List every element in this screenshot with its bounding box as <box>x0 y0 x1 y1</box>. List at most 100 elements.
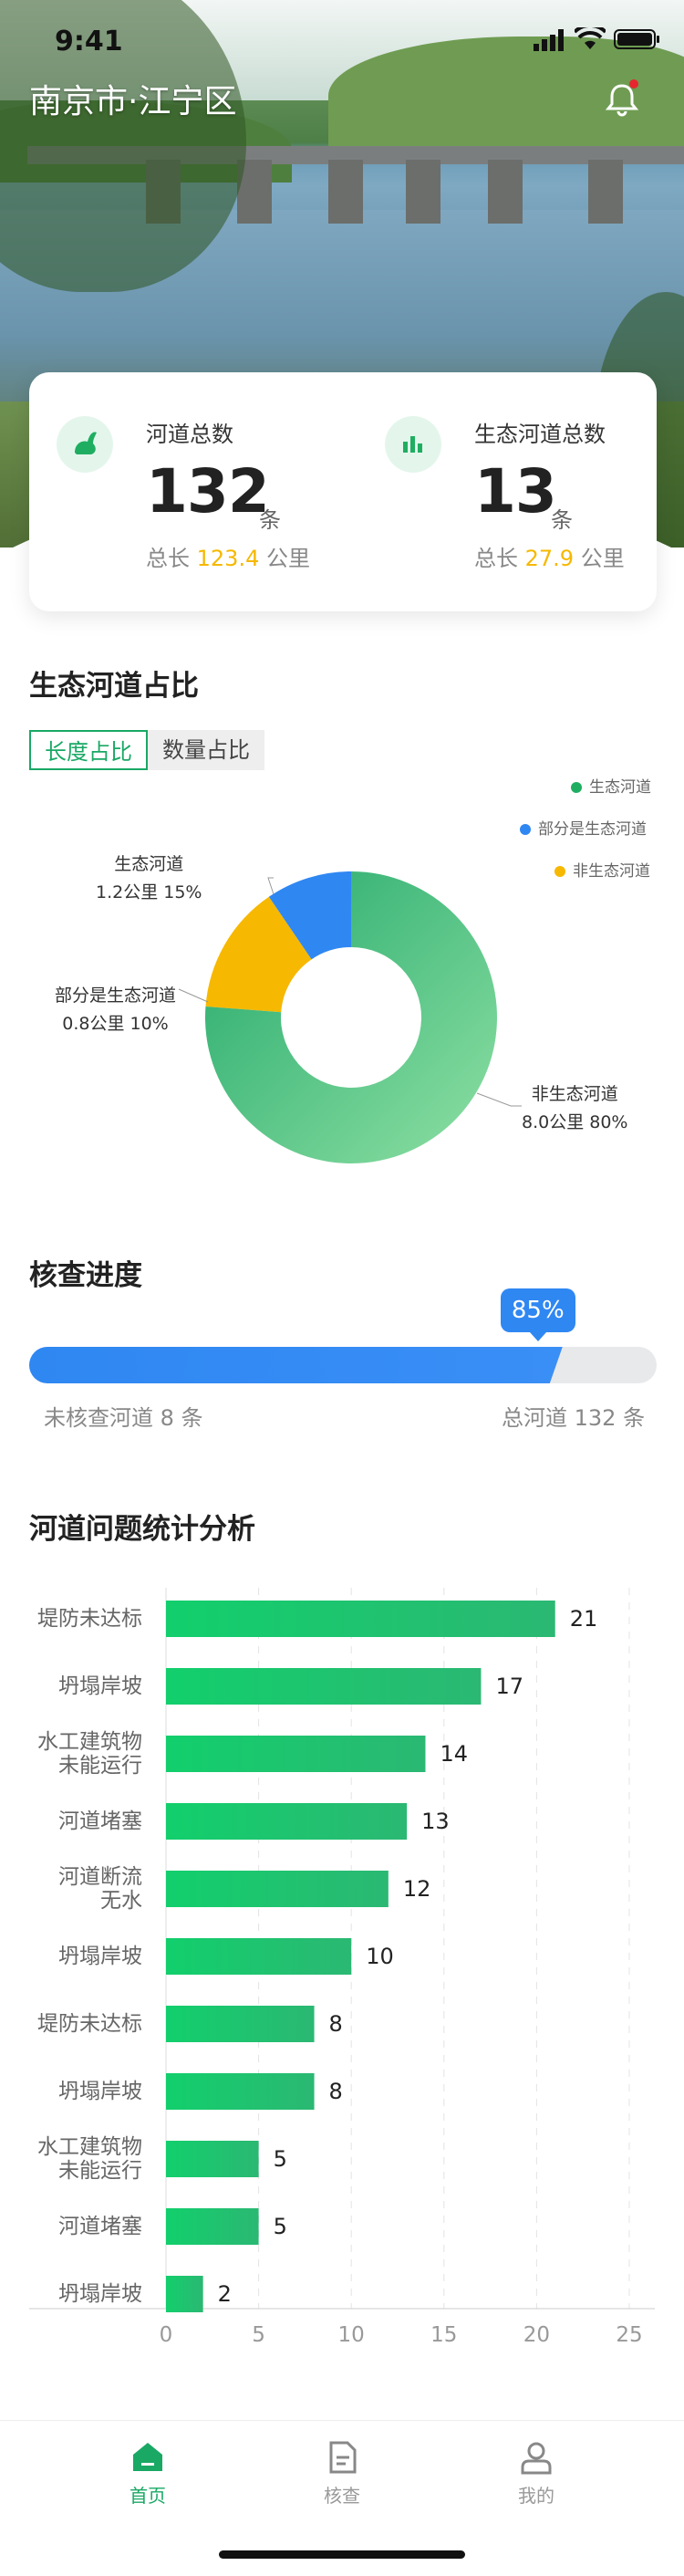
bar <box>166 1601 555 1637</box>
bar-category-label: 水工建筑物 未能运行 <box>37 2135 142 2183</box>
rabbit-icon <box>57 416 113 473</box>
total-length-value: 123.4 <box>196 546 260 571</box>
home-indicator <box>219 2550 465 2559</box>
donut-label-name: 部分是生态河道 <box>55 986 177 1006</box>
eco-rivers-label: 生态河道总数 <box>474 422 606 447</box>
legend-item-non-eco: 非生态河道 <box>554 858 650 881</box>
eco-length-unit: 公里 <box>580 546 625 571</box>
battery-icon <box>614 29 659 49</box>
eco-length-prefix: 总长 <box>474 546 518 571</box>
slice-partial <box>268 871 351 960</box>
hill <box>328 37 684 155</box>
progress-section-title: 核查进度 <box>29 1259 142 1292</box>
bar <box>166 2141 259 2177</box>
leader-line <box>178 988 209 1003</box>
bar <box>166 1668 482 1705</box>
eco-length: 总长 27.9 公里 <box>474 540 625 572</box>
bar <box>166 1803 408 1840</box>
tab-check[interactable]: 核查 <box>287 2439 397 2508</box>
donut-label-non-eco: 非生态河道 8.0公里 80% <box>522 1080 628 1133</box>
x-tick-label: 0 <box>160 2323 173 2347</box>
bar-category-label: 水工建筑物 未能运行 <box>37 1730 142 1778</box>
tab-count-ratio[interactable]: 数量占比 <box>148 730 264 770</box>
x-tick-label: 25 <box>616 2323 642 2347</box>
bridge-pier <box>406 160 440 224</box>
x-tick-label: 10 <box>338 2323 365 2347</box>
signal-icon <box>534 29 564 51</box>
bar-value-label: 8 <box>329 2011 343 2037</box>
status-time: 9:41 <box>55 26 123 57</box>
bar <box>166 1736 426 1772</box>
total-rivers-label: 河道总数 <box>146 422 233 447</box>
bridge-pier <box>328 160 363 224</box>
bridge-pier <box>488 160 523 224</box>
foliage <box>0 0 246 292</box>
user-icon <box>521 2442 552 2475</box>
bell-icon <box>605 79 639 117</box>
bar-value-label: 8 <box>329 2079 343 2104</box>
bar-category-label: 河道堵塞 <box>58 2215 142 2238</box>
total-length: 总长 123.4 公里 <box>146 540 310 572</box>
bar <box>166 1938 352 1975</box>
bar-value-label: 5 <box>274 2214 287 2239</box>
total-rivers-count: 总河道 132 条 <box>502 1405 646 1431</box>
slice-non-eco <box>204 871 497 1163</box>
legend-dot <box>554 866 565 877</box>
unchecked-rivers: 未核查河道 8 条 <box>44 1405 203 1431</box>
eco-ratio-donut-chart <box>178 871 522 1163</box>
bar-value-label: 5 <box>274 2146 287 2172</box>
donut-label-value: 1.2公里 15% <box>96 882 202 902</box>
tab-home-label: 首页 <box>130 2485 166 2507</box>
total-length-unit: 公里 <box>266 546 310 571</box>
bar-category-label: 河道堵塞 <box>58 1809 142 1833</box>
bar-value-label: 21 <box>570 1606 598 1632</box>
bar-category-label: 坍塌岸坡 <box>58 2282 142 2306</box>
legend-label: 非生态河道 <box>573 862 650 881</box>
bar <box>166 2073 315 2110</box>
donut-label-value: 8.0公里 80% <box>522 1112 628 1132</box>
tab-me[interactable]: 我的 <box>482 2439 591 2508</box>
bar <box>166 2208 259 2245</box>
bar-category-label: 河道断流 无水 <box>58 1865 142 1913</box>
progress-bar-fill <box>29 1347 563 1383</box>
issues-section-title: 河道问题统计分析 <box>29 1513 255 1546</box>
eco-length-value: 27.9 <box>524 546 575 571</box>
bar-value-label: 10 <box>366 1944 394 1969</box>
bar <box>166 1871 389 1907</box>
legend-label: 部分是生态河道 <box>538 820 647 839</box>
donut-label-partial: 部分是生态河道 0.8公里 10% <box>55 982 176 1035</box>
bar-chart-icon <box>385 416 441 473</box>
legend-item-partial: 部分是生态河道 <box>520 816 647 839</box>
progress-percent-badge: 85% <box>500 1288 575 1341</box>
bottom-tab-bar: 首页 核查 我的 <box>0 2420 684 2576</box>
bar <box>166 2006 315 2042</box>
bar-value-label: 12 <box>403 1876 431 1902</box>
eco-rivers-value: 13 <box>474 456 557 527</box>
bar-value-label: 13 <box>421 1809 450 1834</box>
tab-home[interactable]: 首页 <box>93 2439 202 2508</box>
bar <box>166 2276 203 2312</box>
donut-label-value: 0.8公里 10% <box>62 1014 169 1034</box>
bar-category-label: 坍塌岸坡 <box>58 1674 142 1698</box>
total-length-prefix: 总长 <box>146 546 190 571</box>
leader-line <box>267 877 275 895</box>
tab-length-ratio[interactable]: 长度占比 <box>29 730 148 770</box>
eco-rivers-unit: 条 <box>551 507 573 533</box>
donut-label-name: 生态河道 <box>114 854 184 874</box>
wifi-icon <box>575 27 606 49</box>
donut-label-eco: 生态河道 1.2公里 15% <box>96 850 202 903</box>
legend-dot <box>520 824 531 835</box>
bar-category-label: 坍塌岸坡 <box>58 1945 142 1968</box>
tab-me-label: 我的 <box>518 2485 554 2507</box>
total-rivers-value: 132 <box>146 456 270 527</box>
bar-value-label: 17 <box>495 1674 523 1699</box>
slice-eco <box>205 896 312 1013</box>
bar-value-label: 2 <box>218 2281 232 2307</box>
notification-button[interactable] <box>601 78 643 120</box>
total-rivers-unit: 条 <box>259 507 281 533</box>
legend-dot <box>571 782 582 793</box>
home-icon <box>133 2443 162 2471</box>
progress-bar <box>29 1347 657 1383</box>
tab-check-label: 核查 <box>324 2485 360 2507</box>
